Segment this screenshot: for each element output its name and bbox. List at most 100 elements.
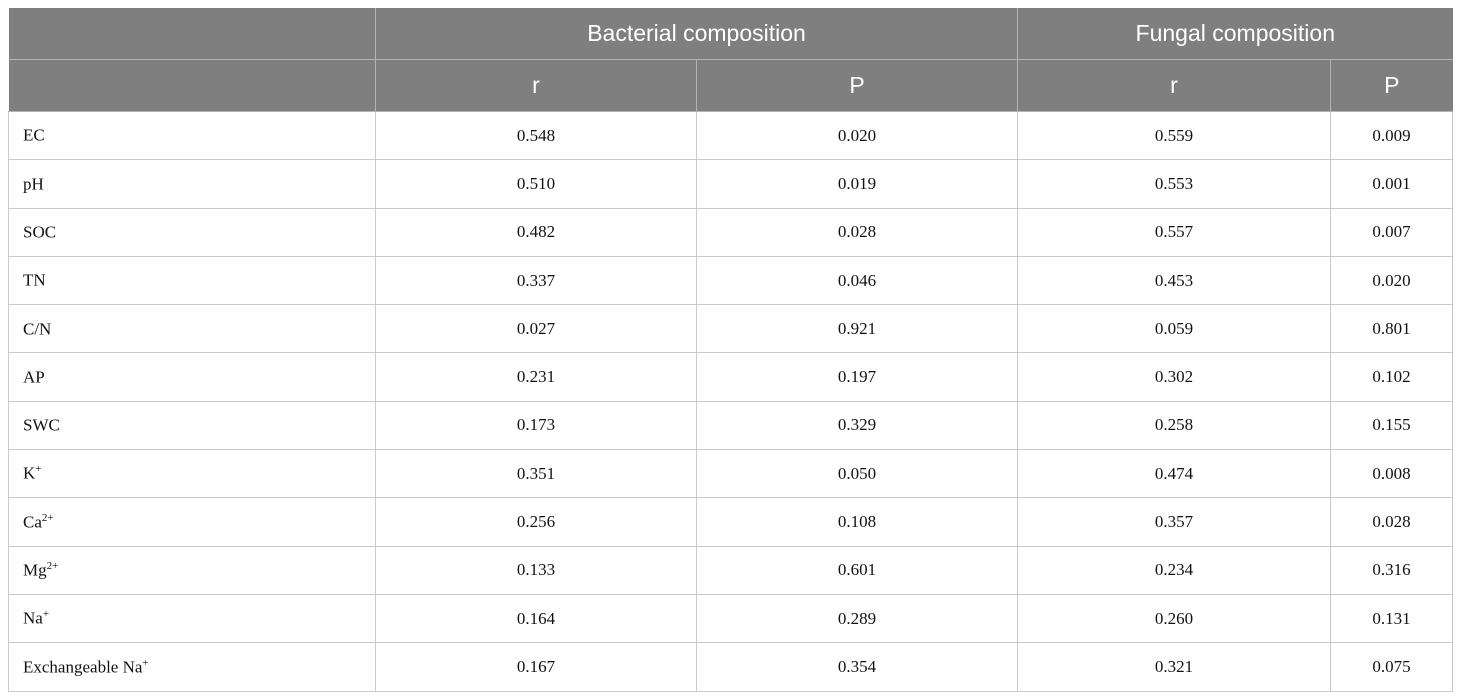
variable-label: SWC — [23, 415, 60, 435]
table-row: Exchangeable Na+ 0.167 0.354 0.321 0.075 — [8, 642, 1454, 692]
cell-fungal-r: 0.559 — [1017, 111, 1332, 161]
cell-bacterial-r: 0.027 — [375, 304, 697, 354]
cell-fungal-r: 0.321 — [1017, 642, 1332, 692]
table-row: K+ 0.351 0.050 0.474 0.008 — [8, 449, 1454, 499]
variable-label: Na — [23, 608, 43, 628]
header-bacterial-composition: Bacterial composition — [375, 8, 1019, 60]
cell-bacterial-r: 0.510 — [375, 159, 697, 209]
table-row: Mg2+ 0.133 0.601 0.234 0.316 — [8, 546, 1454, 595]
cell-bacterial-p: 0.921 — [696, 304, 1019, 354]
variable-charge-superscript: 2+ — [41, 511, 54, 524]
variable-label: AP — [23, 367, 45, 387]
row-variable-name: Na+ — [8, 594, 376, 644]
row-variable-name: AP — [8, 352, 376, 402]
cell-bacterial-p: 0.329 — [696, 401, 1019, 451]
variable-label: Mg — [23, 560, 47, 580]
row-variable-name: Mg2+ — [8, 546, 376, 595]
row-variable-name: K+ — [8, 449, 376, 499]
table-row: C/N 0.027 0.921 0.059 0.801 — [8, 304, 1454, 354]
cell-bacterial-p: 0.601 — [696, 546, 1019, 595]
cell-bacterial-p: 0.289 — [696, 594, 1019, 644]
header-fungal-p: P — [1330, 59, 1453, 112]
header-corner-lower — [8, 59, 376, 112]
cell-bacterial-r: 0.256 — [375, 497, 697, 547]
cell-fungal-r: 0.059 — [1017, 304, 1332, 354]
variable-label: Ca — [23, 512, 42, 532]
cell-fungal-p: 0.075 — [1330, 642, 1454, 692]
cell-fungal-p: 0.102 — [1330, 352, 1454, 402]
cell-fungal-p: 0.007 — [1330, 208, 1454, 257]
table-row: TN 0.337 0.046 0.453 0.020 — [8, 256, 1454, 306]
row-variable-name: C/N — [8, 304, 376, 354]
header-fungal-r: r — [1017, 59, 1332, 112]
row-variable-name: SOC — [8, 208, 376, 257]
cell-fungal-p: 0.020 — [1330, 256, 1454, 306]
variable-label: C/N — [23, 319, 52, 339]
variable-label: K — [23, 464, 36, 484]
variable-charge-superscript: + — [42, 608, 50, 621]
cell-fungal-r: 0.260 — [1017, 594, 1332, 644]
variable-charge-superscript: + — [142, 656, 149, 669]
cell-fungal-r: 0.357 — [1017, 497, 1332, 547]
row-variable-name: SWC — [8, 401, 376, 451]
table-row: EC 0.548 0.020 0.559 0.009 — [8, 111, 1454, 161]
header-fungal-composition: Fungal composition — [1017, 8, 1453, 60]
header-bacterial-p: P — [696, 59, 1019, 112]
table-row: Ca2+ 0.256 0.108 0.357 0.028 — [8, 497, 1454, 547]
cell-fungal-p: 0.028 — [1330, 497, 1454, 547]
cell-fungal-r: 0.234 — [1017, 546, 1332, 595]
header-corner — [8, 8, 376, 60]
correlation-table: Bacterial composition Fungal composition… — [8, 8, 1454, 692]
cell-bacterial-p: 0.020 — [696, 111, 1019, 161]
cell-fungal-r: 0.474 — [1017, 449, 1332, 499]
table-row: AP 0.231 0.197 0.302 0.102 — [8, 352, 1454, 402]
variable-label: pH — [23, 174, 44, 194]
table-row: SOC 0.482 0.028 0.557 0.007 — [8, 208, 1454, 257]
cell-fungal-p: 0.316 — [1330, 546, 1454, 595]
row-variable-name: EC — [8, 111, 376, 161]
variable-charge-superscript: 2+ — [46, 559, 59, 572]
header-bacterial-r: r — [375, 59, 697, 112]
row-variable-name: Ca2+ — [8, 497, 376, 547]
cell-bacterial-r: 0.133 — [375, 546, 697, 595]
cell-bacterial-r: 0.548 — [375, 111, 697, 161]
header-row-stats: r P r P — [8, 59, 1453, 112]
cell-bacterial-r: 0.337 — [375, 256, 697, 306]
variable-label: TN — [23, 270, 46, 290]
row-variable-name: TN — [8, 256, 376, 306]
cell-fungal-r: 0.302 — [1017, 352, 1332, 402]
cell-fungal-p: 0.001 — [1330, 159, 1454, 209]
cell-fungal-r: 0.258 — [1017, 401, 1332, 451]
row-variable-name: Exchangeable Na+ — [8, 642, 376, 692]
row-variable-name: pH — [8, 159, 376, 209]
table-row: SWC 0.173 0.329 0.258 0.155 — [8, 401, 1454, 451]
cell-bacterial-r: 0.482 — [375, 208, 697, 257]
cell-bacterial-p: 0.108 — [696, 497, 1019, 547]
cell-bacterial-p: 0.050 — [696, 449, 1019, 499]
header-row-groups: Bacterial composition Fungal composition — [8, 8, 1453, 60]
cell-bacterial-p: 0.197 — [696, 352, 1019, 402]
variable-label: EC — [23, 125, 45, 145]
cell-bacterial-p: 0.354 — [696, 642, 1019, 692]
cell-fungal-r: 0.453 — [1017, 256, 1332, 306]
cell-bacterial-p: 0.028 — [696, 208, 1019, 257]
cell-fungal-p: 0.155 — [1330, 401, 1454, 451]
cell-fungal-p: 0.131 — [1330, 594, 1454, 644]
table-body: EC 0.548 0.020 0.559 0.009 pH 0.510 0.019 0.553 0… — [8, 111, 1454, 692]
cell-bacterial-p: 0.046 — [696, 256, 1019, 306]
variable-charge-superscript: + — [35, 463, 42, 476]
variable-label: SOC — [23, 222, 57, 242]
cell-bacterial-r: 0.231 — [375, 352, 697, 402]
table-row: Na+ 0.164 0.289 0.260 0.131 — [8, 594, 1454, 644]
cell-bacterial-r: 0.164 — [375, 594, 697, 644]
cell-bacterial-r: 0.167 — [375, 642, 697, 692]
cell-fungal-p: 0.008 — [1330, 449, 1454, 499]
cell-bacterial-r: 0.351 — [375, 449, 697, 499]
variable-label: Exchangeable Na — [23, 657, 143, 677]
cell-fungal-r: 0.553 — [1017, 159, 1332, 209]
cell-bacterial-r: 0.173 — [375, 401, 697, 451]
cell-bacterial-p: 0.019 — [696, 159, 1019, 209]
cell-fungal-p: 0.009 — [1330, 111, 1454, 161]
cell-fungal-p: 0.801 — [1330, 304, 1454, 354]
table-row: pH 0.510 0.019 0.553 0.001 — [8, 159, 1454, 209]
